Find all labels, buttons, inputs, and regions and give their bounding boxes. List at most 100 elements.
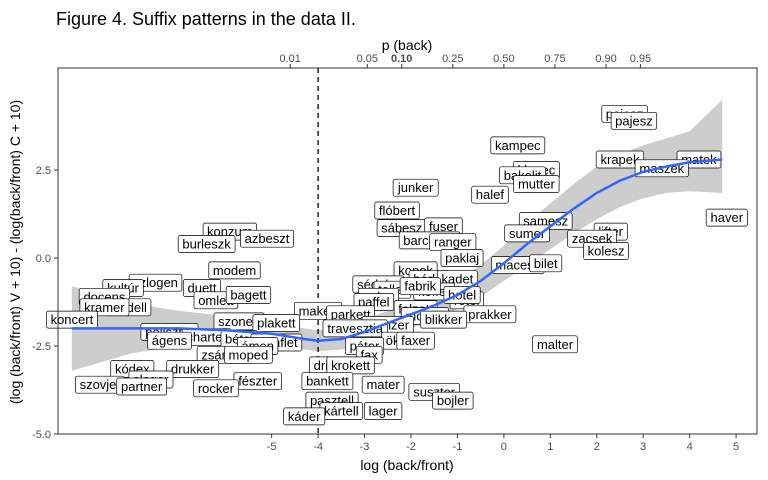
word-label: faxer [396, 331, 435, 350]
word-label-text: hotel [448, 288, 476, 303]
word-label: kártell [319, 402, 364, 420]
word-label: travesztia [322, 319, 388, 338]
word-label-text: halef [476, 187, 505, 202]
word-label: haver [705, 208, 748, 227]
word-label-box [532, 335, 578, 354]
word-label-text: travesztia [327, 321, 383, 336]
word-label-text: mater [366, 377, 400, 392]
word-label-text: paklaj [445, 251, 479, 266]
y-tick-label: 2.5 [36, 165, 51, 177]
word-label: rocker [193, 379, 239, 398]
y-axis: -5.0 -2.5 0.0 2.5 [32, 165, 58, 441]
x-tick-label: 0 [501, 441, 507, 453]
word-label-box [471, 185, 509, 204]
word-label: szonett [213, 312, 265, 331]
word-label-text: lager [369, 404, 399, 419]
y-axis-title: (log (back/front) V + 10) - (log(back/fr… [7, 100, 23, 404]
word-label-text: bankett [306, 374, 349, 389]
word-label: kampec [490, 136, 546, 155]
word-label-text: káder [288, 409, 321, 424]
word-label: krokett [326, 356, 375, 375]
word-label-box [283, 407, 326, 426]
panel-border [57, 67, 758, 435]
word-label-box [420, 310, 467, 329]
word-label: mater [361, 375, 405, 394]
word-label-text: parkett [331, 307, 371, 322]
word-label-text: faxer [401, 333, 431, 348]
word-label-box [193, 379, 239, 398]
word-label-text: moped [229, 347, 269, 362]
word-label-text: kampec [495, 138, 541, 153]
word-label-box [529, 254, 563, 273]
word-label-box [396, 331, 435, 350]
word-label-text: krokett [331, 358, 370, 373]
word-label-text: bilet [534, 256, 558, 271]
word-label: paklaj [440, 249, 484, 267]
word-label-box [240, 229, 294, 248]
word-label-box [513, 175, 560, 193]
word-label-text: flóbert [379, 203, 416, 218]
word-label: moped [224, 345, 273, 364]
word-label: halef [471, 185, 509, 204]
word-label-text: burleszk [182, 237, 231, 252]
word-label-box [490, 136, 546, 155]
word-label: junker [392, 178, 439, 197]
word-label: ranger [429, 233, 477, 252]
word-label: fészter [233, 372, 282, 391]
word-label-box [252, 314, 300, 332]
x-tick-label: -3 [360, 441, 370, 453]
word-label-text: koncert [51, 312, 94, 327]
word-label-text: fészter [238, 374, 278, 389]
x-tick-label: -1 [453, 441, 463, 453]
word-label-box [399, 277, 441, 296]
word-label: bojler [432, 391, 474, 410]
word-label: azbeszt [240, 229, 294, 248]
word-label-box [363, 402, 403, 420]
word-label-text: omlett [198, 293, 234, 308]
word-label-box [322, 319, 388, 338]
word-label-text: fuser [429, 219, 459, 234]
word-label-box [166, 360, 220, 378]
word-label: malter [532, 335, 578, 354]
top-axis-title: p (back) [382, 37, 433, 53]
word-label-box [374, 201, 420, 220]
word-label-box [147, 331, 192, 350]
word-label-text: bagett [230, 288, 267, 303]
word-label-box [504, 224, 550, 243]
word-label: káder [283, 407, 326, 426]
x-tick-label: 4 [687, 441, 693, 453]
word-label-text: haver [711, 210, 744, 225]
top-tick-label: 0.05 [357, 53, 378, 65]
x-tick-label: 1 [547, 441, 553, 453]
top-tick-label: 0.95 [630, 53, 651, 65]
word-label-box [116, 377, 167, 396]
word-label: burleszk [177, 235, 236, 253]
x-axis-title: log (back/front) [360, 457, 453, 473]
x-tick-label: -4 [313, 441, 323, 453]
x-axis: -5 -4 -3 -2 -1 0 1 2 3 4 5 [267, 434, 739, 453]
word-label-box [225, 286, 272, 304]
word-label: partner [116, 377, 167, 396]
y-tick-label: -5.0 [32, 429, 51, 441]
word-label-text: szovjet [80, 377, 121, 392]
word-label-box [301, 372, 354, 391]
top-axis: 0.01 0.05 0.10 0.25 0.50 0.75 0.90 0.95 [280, 53, 651, 68]
x-tick-label: -2 [406, 441, 416, 453]
word-label: drukker [166, 360, 220, 378]
word-label-text: bojler [437, 393, 469, 408]
word-label-text: kolesz [588, 244, 625, 259]
word-label: kolesz [583, 242, 629, 260]
word-label-text: malter [537, 337, 574, 352]
word-labels: pajeszpajeszkampeckrapekmatekmaszekklape… [46, 104, 748, 426]
word-label-text: partner [121, 379, 163, 394]
word-label-box [361, 375, 405, 394]
x-tick-label: -5 [267, 441, 277, 453]
word-label: modem [208, 261, 261, 280]
word-label-box [443, 286, 481, 304]
word-label: pajesz [610, 111, 658, 130]
word-label-text: mutter [518, 177, 556, 192]
word-label-text: rocker [198, 381, 235, 396]
word-label-text: ranger [434, 235, 472, 250]
y-tick-label: -2.5 [32, 341, 51, 353]
